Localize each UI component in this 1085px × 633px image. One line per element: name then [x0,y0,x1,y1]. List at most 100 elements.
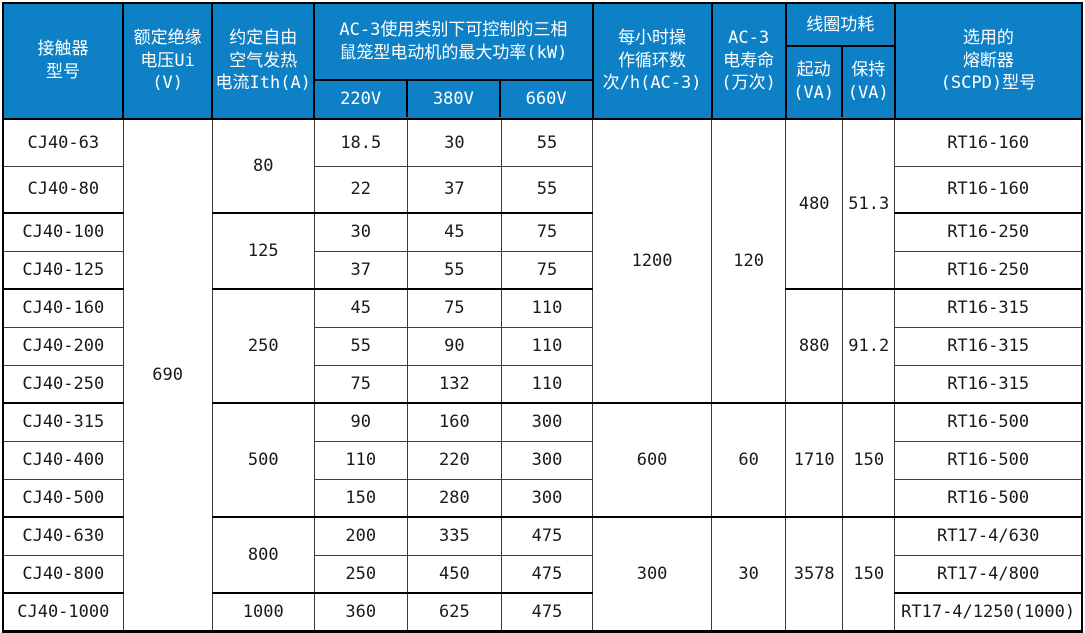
cell-p660: 300 [500,478,594,518]
cell-model: CJ40-100 [2,212,124,252]
cell-coil-start: 880 [785,288,844,404]
cell-p380: 625 [406,592,502,632]
power-group-wrap: AC-3使用类别下可控制的三相 鼠笼型电动机的最大功率(kW) 220V 380… [315,5,592,117]
cell-p380: 55 [406,250,502,290]
cell-coil-hold: 150 [842,402,896,518]
cell-cycles: 600 [592,402,713,518]
header-operating-cycles: 每小时操 作循环数 次/h(AC-3) [591,2,713,120]
table-row: CJ40-80 22 37 55 RT16-160 [2,165,1083,214]
header-electrical-life: AC-3 电寿命 (万次) [710,2,787,120]
header-fuse-label: 选用的 熔断器 (SCPD)型号 [940,27,1037,94]
cell-model: CJ40-80 [2,165,124,214]
cell-p380: 45 [406,212,502,252]
cell-life: 30 [711,516,787,632]
cell-p660: 55 [500,118,594,167]
cell-ith: 125 [211,212,315,290]
cell-fuse: RT16-250 [894,212,1083,252]
header-insulation-voltage-label: 额定绝缘 电压Ui (V) [133,27,202,94]
cell-life: 60 [711,402,787,518]
cell-cycles: 1200 [592,118,713,404]
cell-fuse: RT17-4/1250(1000) [894,592,1083,632]
cell-coil-start: 3578 [785,516,844,632]
cell-model: CJ40-63 [2,118,124,167]
cell-p380: 220 [406,440,502,480]
cell-model: CJ40-125 [2,250,124,290]
cell-p380: 280 [406,478,502,518]
table-row: CJ40-500 150 280 300 RT16-500 [2,478,1083,518]
cell-p660: 475 [500,516,594,556]
cell-p220: 75 [313,364,408,404]
cell-p220: 37 [313,250,408,290]
header-coil-hold: 保持 (VA) [843,47,894,117]
cell-p220: 110 [313,440,408,480]
cell-p660: 475 [500,592,594,632]
cell-p380: 75 [406,288,502,328]
cell-coil-hold: 150 [842,516,896,632]
table-row: CJ40-400 110 220 300 RT16-500 [2,440,1083,480]
cell-model: CJ40-630 [2,516,124,556]
header-coil-group: 线圈功耗 起动 (VA) 保持 (VA) [784,2,896,120]
header-fuse: 选用的 熔断器 (SCPD)型号 [893,2,1084,120]
table-header: 接触器 型号 额定绝缘 电压Ui (V) 约定自由 空气发热 电流Ith(A) … [1,2,1084,120]
cell-fuse: RT16-160 [894,118,1083,167]
cell-ith: 500 [211,402,315,518]
coil-group-title: 线圈功耗 [786,5,894,47]
power-group-subheader: 220V 380V 660V [315,81,591,117]
table-row: CJ40-250 75 132 110 RT16-315 [2,364,1083,404]
cell-p660: 110 [500,288,594,328]
table-row: CJ40-160 250 45 75 110 880 91.2 RT16-315 [2,288,1083,404]
cell-p220: 55 [313,326,408,366]
cell-model: CJ40-400 [2,440,124,480]
cell-model: CJ40-315 [2,402,124,442]
cell-ith: 800 [211,516,315,594]
cell-fuse: RT16-250 [894,250,1083,290]
coil-group-subheader: 起动 (VA) 保持 (VA) [787,47,894,117]
cell-p660: 75 [500,250,594,290]
cell-p220: 22 [313,165,408,214]
cell-fuse: RT17-4/800 [894,554,1083,594]
header-660v: 660V [525,88,567,109]
coil-group-title-label: 线圈功耗 [806,14,875,35]
cell-coil-hold: 91.2 [842,288,896,404]
cell-p380: 30 [406,118,502,167]
table-row: CJ40-315 500 90 160 300 600 60 1710 150 … [2,402,1083,518]
cell-model: CJ40-250 [2,364,124,404]
cell-model: CJ40-200 [2,326,124,366]
coil-group-wrap: 线圈功耗 起动 (VA) 保持 (VA) [786,5,894,117]
cell-p220: 18.5 [313,118,408,167]
cell-model: CJ40-160 [2,288,124,328]
table-row: CJ40-630 800 200 335 475 300 30 3578 150… [2,516,1083,632]
table-row: CJ40-63 690 80 18.5 30 55 1200 120 480 5… [2,118,1083,632]
power-group-title: AC-3使用类别下可控制的三相 鼠笼型电动机的最大功率(kW) [315,5,592,81]
cell-life: 120 [711,118,787,404]
cell-fuse: RT16-160 [894,165,1083,214]
cell-p660: 300 [500,402,594,442]
cell-fuse: RT16-500 [894,478,1083,518]
cell-p660: 75 [500,212,594,252]
header-electrical-life-label: AC-3 电寿命 (万次) [721,27,776,94]
cell-p660: 110 [500,326,594,366]
cell-fuse: RT16-500 [894,402,1083,442]
cell-ith: 1000 [211,592,315,632]
table-row: CJ40-100 125 30 45 75 RT16-250 [2,212,1083,290]
table-row: CJ40-800 250 450 475 RT17-4/800 [2,554,1083,594]
header-model-label: 接触器 型号 [37,39,89,82]
header-coil-start-label: 起动 (VA) [793,60,835,103]
header-380v: 380V [408,81,501,117]
cell-p380: 132 [406,364,502,404]
cell-fuse: RT16-315 [894,326,1083,366]
power-group-title-label: AC-3使用类别下可控制的三相 鼠笼型电动机的最大功率(kW) [339,20,568,63]
cell-fuse: RT17-4/630 [894,516,1083,556]
cell-model: CJ40-1000 [2,592,124,632]
table-row: CJ40-200 55 90 110 RT16-315 [2,326,1083,366]
header-coil-start: 起动 (VA) [787,47,843,117]
table-body: CJ40-63 690 80 18.5 30 55 1200 120 480 5… [2,118,1083,632]
header-insulation-voltage: 额定绝缘 电压Ui (V) [122,2,214,120]
header-operating-cycles-label: 每小时操 作循环数 次/h(AC-3) [602,27,702,94]
header-model: 接触器 型号 [1,2,125,120]
cell-p660: 475 [500,554,594,594]
cell-p220: 360 [313,592,408,632]
cell-p660: 300 [500,440,594,480]
cell-p660: 55 [500,165,594,214]
